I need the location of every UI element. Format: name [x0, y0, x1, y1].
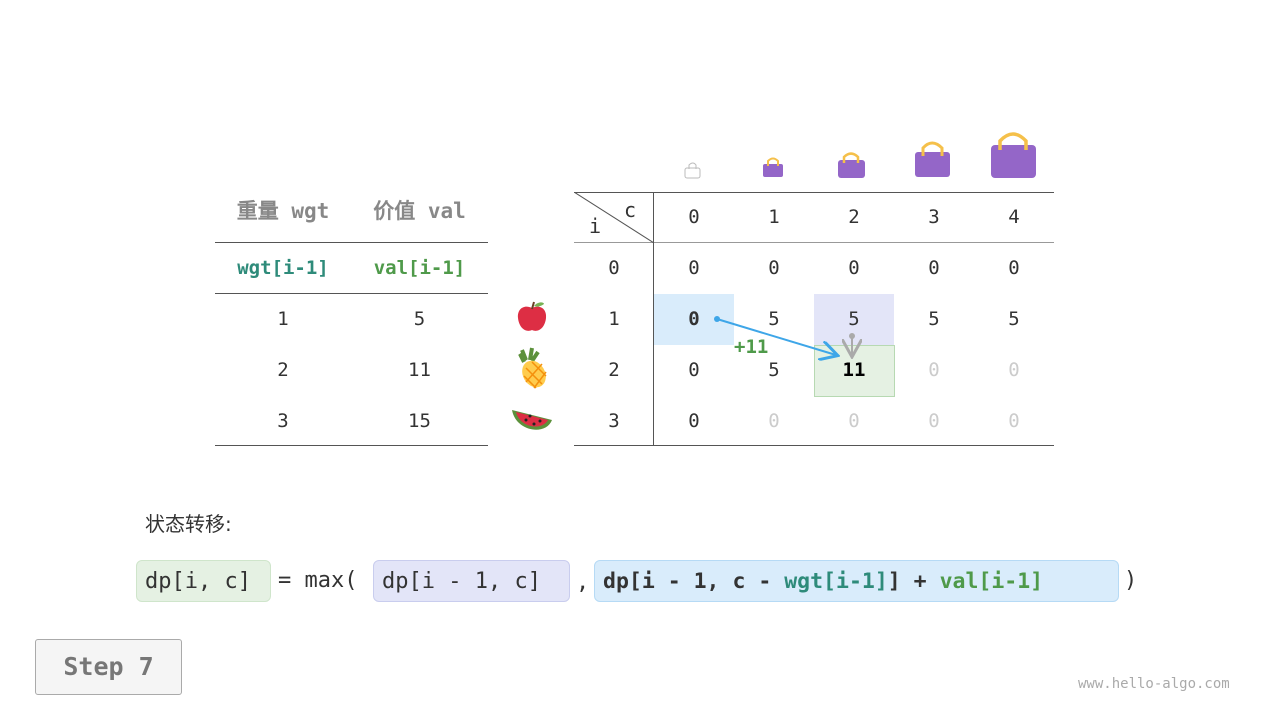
subheader-val: val[i-1] — [373, 257, 466, 279]
col-header: 0 — [688, 206, 700, 228]
dp-cell: 5 — [848, 308, 860, 330]
apple-icon — [517, 301, 547, 331]
formula-val: val[i-1] — [939, 569, 1044, 594]
formula-lhs: dp[i, c] — [136, 560, 271, 602]
dp-cell: 0 — [1008, 359, 1020, 381]
formula-comma: , — [576, 570, 590, 595]
bag-icon — [763, 157, 783, 177]
corner-i-label: i — [589, 214, 602, 238]
header-weight: 重量 wgt — [236, 199, 330, 223]
dp-cell: 0 — [928, 257, 940, 279]
dp-cell: 0 — [848, 257, 860, 279]
item-weight: 1 — [277, 308, 289, 330]
dp-cell: 11 — [842, 359, 866, 381]
bag-icon — [915, 141, 950, 177]
watermelon-icon — [512, 410, 552, 430]
corner-c-label: c — [624, 198, 637, 222]
item-value: 11 — [408, 359, 431, 381]
arrow-label: +11 — [734, 336, 769, 358]
divider — [215, 293, 488, 294]
formula-eq: = max( — [278, 568, 358, 593]
formula-label: 状态转移: — [145, 512, 232, 536]
header-value: 价值 val — [373, 199, 466, 223]
col-header: 1 — [768, 206, 780, 228]
corner-diagonal — [574, 192, 654, 243]
divider — [653, 192, 654, 446]
formula-plus: ] + — [887, 569, 940, 594]
formula-option-2: dp[i - 1, c - wgt[i-1]] + val[i-1] — [594, 560, 1119, 602]
dp-cell: 0 — [1008, 410, 1020, 432]
row-header: 2 — [608, 359, 620, 381]
empty-bag-icon — [684, 162, 701, 179]
dp-cell: 0 — [1008, 257, 1020, 279]
item-weight: 3 — [277, 410, 289, 432]
item-value: 5 — [413, 308, 426, 330]
dp-cell: 0 — [928, 410, 940, 432]
dp-cell: 0 — [688, 359, 700, 381]
row-header: 1 — [608, 308, 620, 330]
dp-cell: 0 — [768, 257, 780, 279]
divider — [215, 242, 488, 243]
bag-icon — [991, 132, 1036, 178]
item-weight: 2 — [277, 359, 289, 381]
row-header: 3 — [608, 410, 620, 432]
divider — [215, 445, 488, 446]
col-header: 2 — [848, 206, 860, 228]
dp-cell: 5 — [1008, 308, 1020, 330]
formula-option-1: dp[i - 1, c] — [373, 560, 570, 602]
divider — [574, 242, 1054, 243]
pineapple-icon — [518, 347, 547, 389]
dp-cell: 5 — [928, 308, 940, 330]
dp-cell: 0 — [848, 410, 860, 432]
dp-cell: 0 — [768, 410, 780, 432]
dp-cell: 0 — [688, 257, 700, 279]
formula-dp: dp[i - 1, c - — [603, 569, 785, 594]
dp-cell: 0 — [928, 359, 940, 381]
item-value: 15 — [408, 410, 431, 432]
formula-wgt: wgt[i-1] — [784, 569, 888, 594]
row-header: 0 — [608, 257, 620, 279]
dp-cell: 0 — [688, 308, 700, 330]
divider — [574, 445, 1054, 446]
formula-close: ) — [1124, 568, 1138, 593]
col-header: 3 — [928, 206, 940, 228]
subheader-wgt: wgt[i-1] — [237, 257, 329, 279]
dp-cell: 5 — [768, 359, 780, 381]
col-header: 4 — [1008, 206, 1020, 228]
bag-icon — [838, 152, 865, 178]
watermark: www.hello-algo.com — [1078, 676, 1230, 692]
step-button[interactable]: Step 7 — [35, 639, 182, 695]
dp-cell: 0 — [688, 410, 700, 432]
divider — [574, 192, 1054, 193]
